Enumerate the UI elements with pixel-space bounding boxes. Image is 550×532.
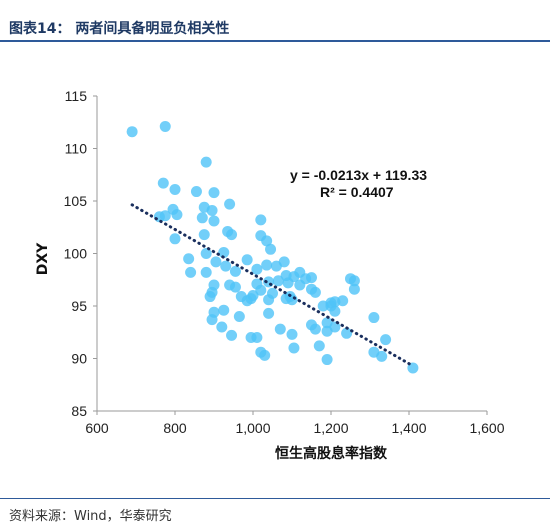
x-tick-label: 1,000: [235, 420, 270, 436]
data-point: [265, 243, 277, 255]
figure-header: 图表14： 两者间具备明显负相关性: [0, 0, 550, 44]
x-tick-label: 1,600: [469, 420, 504, 436]
data-point: [348, 275, 360, 287]
data-point: [206, 314, 218, 326]
y-tick-label: 85: [71, 403, 87, 419]
data-point: [261, 259, 273, 271]
header-divider: [0, 40, 550, 42]
data-point: [341, 327, 353, 339]
data-point: [407, 362, 419, 374]
data-point: [157, 177, 169, 189]
data-point: [282, 277, 294, 289]
data-point: [321, 354, 333, 366]
data-point: [263, 294, 275, 306]
y-tick-label: 115: [65, 88, 88, 104]
chart-trendline: [130, 203, 415, 368]
data-point: [190, 186, 202, 198]
data-point: [255, 214, 267, 226]
y-tick-label: 95: [71, 298, 87, 314]
data-point: [218, 304, 230, 316]
regression-equation: y = -0.0213x + 119.33: [290, 167, 427, 183]
data-point: [376, 350, 388, 362]
figure-title: 图表14： 两者间具备明显负相关性: [9, 21, 230, 37]
y-tick-label: 100: [64, 246, 88, 262]
data-point: [206, 204, 218, 216]
data-point: [126, 126, 138, 138]
data-point: [274, 323, 286, 335]
data-point: [294, 279, 306, 291]
data-point: [226, 229, 238, 241]
trendline: [130, 203, 415, 368]
data-point: [368, 312, 380, 324]
data-point: [348, 283, 360, 295]
data-point: [218, 246, 230, 258]
data-point: [171, 209, 183, 221]
data-point: [251, 332, 263, 343]
data-point: [210, 256, 222, 268]
data-point: [329, 305, 341, 317]
data-point: [263, 307, 275, 319]
data-point: [286, 328, 298, 340]
data-point: [216, 321, 228, 333]
y-tick-label: 90: [71, 351, 87, 367]
r-squared-label: R² = 0.4407: [320, 184, 394, 200]
data-point: [380, 334, 392, 346]
data-point: [226, 329, 238, 341]
data-point: [200, 266, 212, 278]
data-point: [159, 210, 171, 222]
data-point: [288, 342, 300, 354]
data-point: [251, 263, 263, 275]
data-point: [229, 281, 241, 293]
data-point: [200, 156, 212, 168]
data-point: [309, 323, 321, 335]
data-point: [233, 311, 245, 322]
data-point: [196, 212, 208, 224]
x-tick-label: 800: [163, 420, 187, 436]
data-point: [241, 254, 253, 266]
source-note: 资料来源：Wind，华泰研究: [9, 509, 172, 524]
footer-divider: [0, 498, 550, 499]
data-point: [309, 286, 321, 298]
data-point: [229, 265, 241, 277]
data-point: [208, 215, 220, 227]
data-point: [306, 272, 317, 284]
x-tick-label: 1,400: [391, 420, 426, 436]
data-point: [200, 248, 212, 259]
data-point: [272, 275, 284, 287]
y-tick-label: 105: [64, 193, 88, 209]
x-tick-label: 1,200: [313, 420, 348, 436]
data-point: [278, 256, 290, 268]
data-point: [185, 266, 197, 278]
data-point: [208, 187, 220, 199]
y-axis-title: DXY: [35, 242, 51, 275]
data-point: [337, 295, 349, 307]
data-point: [169, 183, 181, 195]
x-axis-title: 恒生高股息率指数: [275, 445, 388, 462]
data-point: [220, 260, 232, 272]
scatter-chart: 600 800 1,000 1,200 1,400 1,600 85 90 95 100 105 11…: [35, 88, 505, 462]
chart-axes: 600 800 1,000 1,200 1,400 1,600 85 90 95 100 105 11…: [64, 88, 505, 436]
data-point: [255, 284, 267, 296]
data-point: [198, 229, 210, 241]
data-point: [313, 340, 325, 352]
y-tick-label: 110: [65, 141, 88, 157]
chart-points: [126, 120, 419, 374]
data-point: [208, 279, 220, 291]
data-point: [169, 233, 181, 245]
data-point: [259, 349, 271, 361]
data-point: [224, 198, 236, 210]
data-point: [245, 293, 257, 305]
data-point: [159, 120, 171, 132]
data-point: [321, 325, 333, 337]
data-point: [183, 253, 195, 265]
data-point: [261, 235, 273, 247]
x-tick-label: 600: [85, 420, 109, 436]
